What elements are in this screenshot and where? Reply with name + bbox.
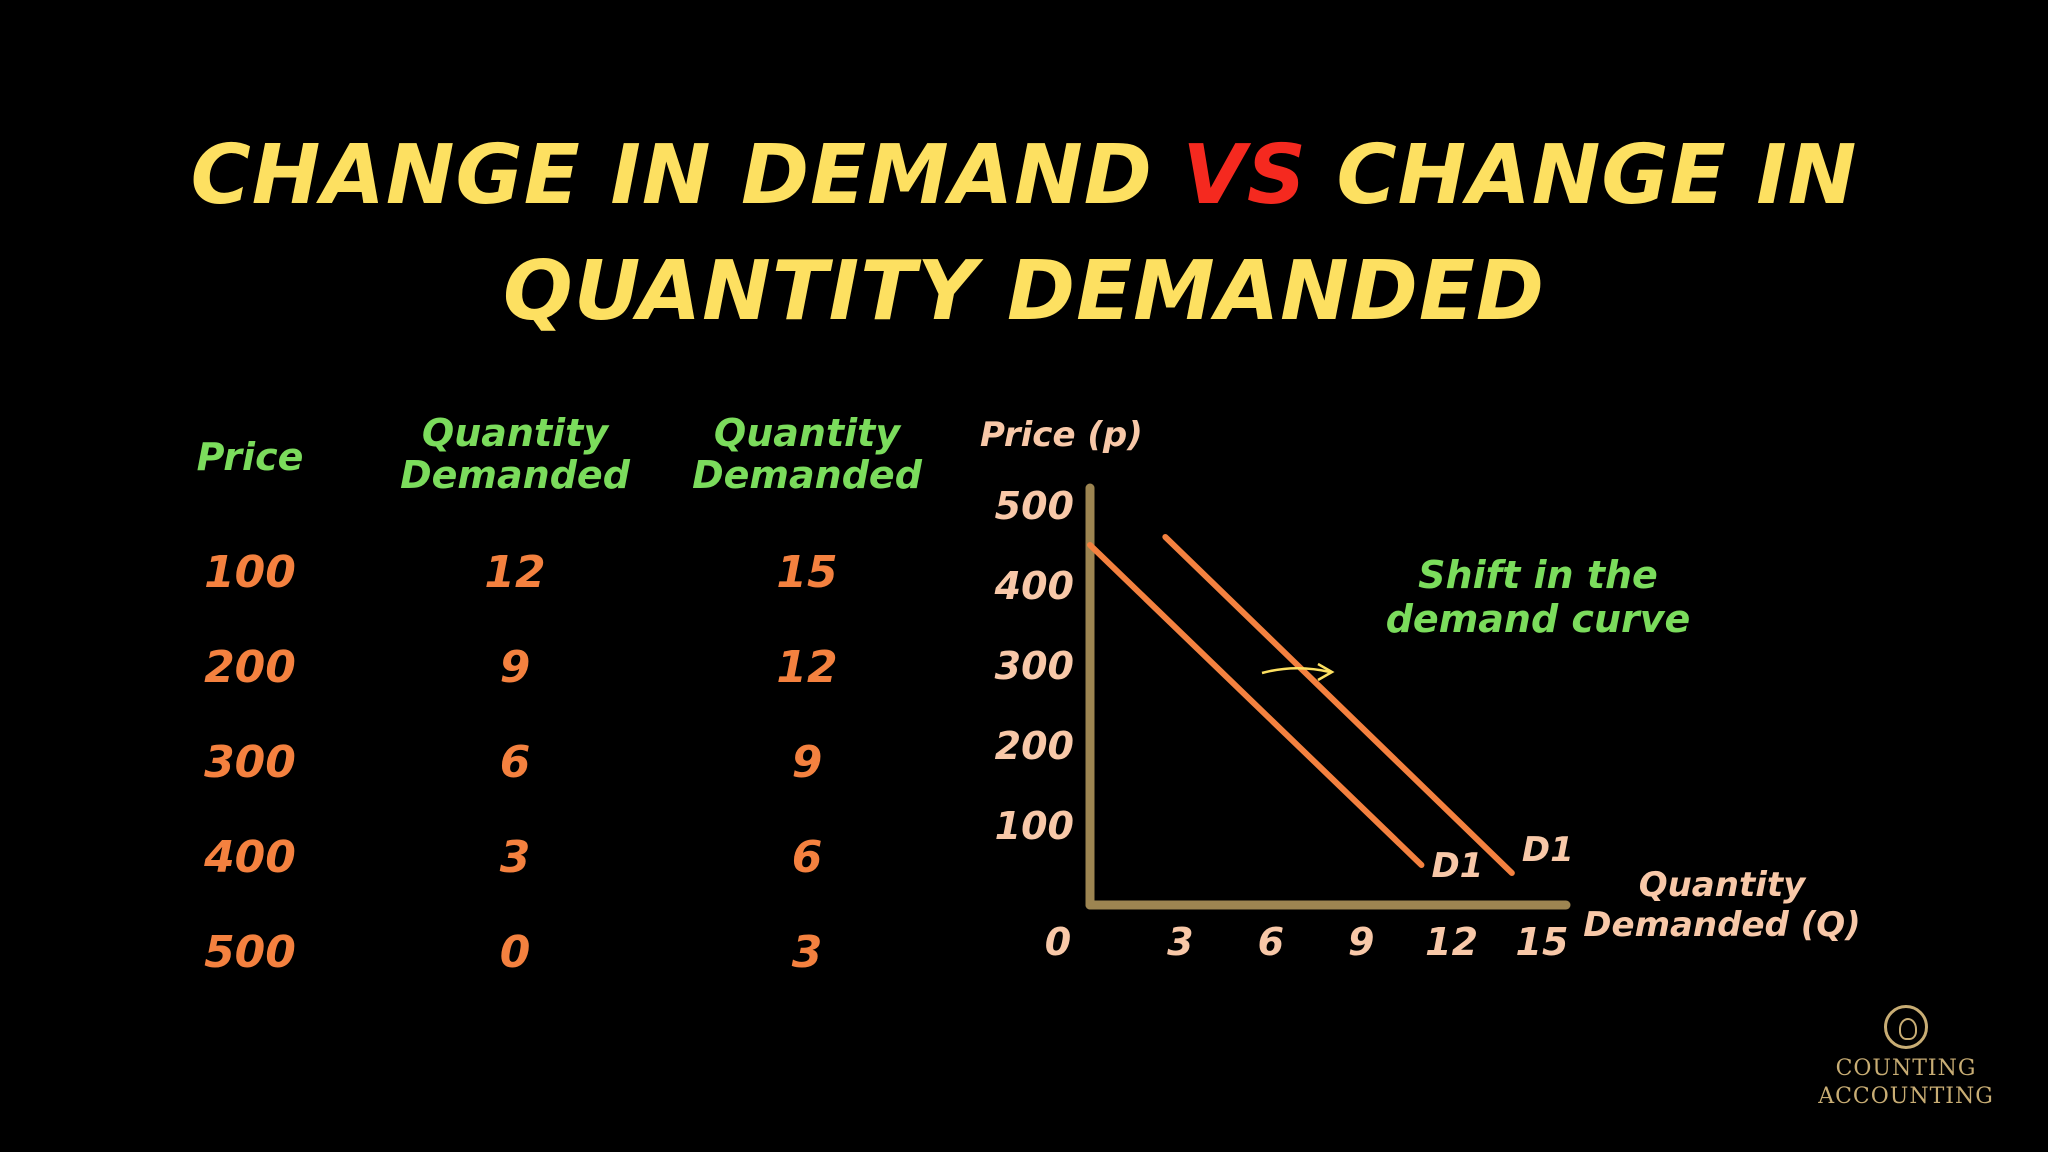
title-text-1: CHANGE IN DEMAND xyxy=(190,128,1183,223)
table-cell-price: 500 xyxy=(204,927,296,978)
title-line-2: QUANTITY DEMANDED xyxy=(503,244,1545,339)
x-tick-label: 12 xyxy=(1425,920,1478,964)
table-cell-qd2: 6 xyxy=(791,832,823,883)
shift-arrowhead xyxy=(1317,662,1335,682)
y-axis-label: Price (p) xyxy=(980,415,1143,455)
shift-arrow xyxy=(1261,666,1331,675)
logo-line-2: ACCOUNTING xyxy=(1818,1084,1994,1109)
x-axis-label-line-1: Quantity xyxy=(1639,865,1807,905)
x-tick-label: 0 xyxy=(1045,920,1071,964)
y-tick-label: 200 xyxy=(995,724,1074,768)
table-header-qd1-line1: Quantity xyxy=(421,411,609,455)
x-tick-label: 9 xyxy=(1348,920,1374,964)
brand-logo: COUNTING ACCOUNTING xyxy=(1800,1005,2012,1111)
table-cell-qd1: 0 xyxy=(499,927,531,978)
table-header-qd2: Quantity Demanded xyxy=(682,412,932,496)
annotation-line-1: Shift in the xyxy=(1418,553,1658,597)
y-tick-label: 500 xyxy=(995,484,1074,528)
x-ticks: 0 3 6 9 12 15 xyxy=(1045,920,1569,964)
page-title: CHANGE IN DEMAND VS CHANGE IN QUANTITY D… xyxy=(0,118,2048,350)
y-tick-label: 100 xyxy=(995,804,1074,848)
series-lines: D1 D1 xyxy=(1087,534,1574,886)
annotation-line-2: demand curve xyxy=(1386,597,1691,641)
table-cell-qd1: 12 xyxy=(484,547,546,598)
table-cell-qd2: 9 xyxy=(791,737,823,788)
table-cell-qd2: 12 xyxy=(776,642,838,693)
y-ticks: 100 200 300 400 500 xyxy=(994,484,1074,848)
x-tick-label: 3 xyxy=(1167,920,1193,964)
table-cell-price: 100 xyxy=(204,547,296,598)
x-tick-label: 6 xyxy=(1258,920,1284,964)
demand-curve-line xyxy=(1087,542,1425,868)
series-label: D1 xyxy=(1522,830,1574,870)
demand-curve-line xyxy=(1162,534,1515,876)
table-header-qd2-line2: Demanded xyxy=(692,453,922,497)
table-cell-price: 300 xyxy=(204,737,296,788)
table-header-qd1: Quantity Demanded xyxy=(390,412,640,496)
table-cell-price: 200 xyxy=(204,642,296,693)
title-line-1: CHANGE IN DEMAND VS CHANGE IN xyxy=(0,118,2048,234)
logo-line-1: COUNTING xyxy=(1835,1056,1977,1081)
title-text-2: CHANGE IN xyxy=(1306,128,1858,223)
table-cell-qd1: 3 xyxy=(499,832,531,883)
table-cell-qd2: 3 xyxy=(791,927,823,978)
table-header-price: Price xyxy=(196,435,304,479)
table-cell-qd1: 6 xyxy=(499,737,531,788)
table-cell-qd2: 15 xyxy=(776,547,838,598)
series-label: D1 xyxy=(1431,846,1483,886)
x-tick-label: 15 xyxy=(1516,920,1569,964)
table-cell-price: 400 xyxy=(204,832,296,883)
table-header-qd2-line1: Quantity xyxy=(713,411,901,455)
laurel-icon xyxy=(1884,1005,1928,1049)
y-tick-label: 400 xyxy=(994,564,1074,608)
y-tick-label: 300 xyxy=(995,644,1074,688)
x-axis-label-line-2: Demanded (Q) xyxy=(1583,905,1860,945)
table-header-qd1-line2: Demanded xyxy=(400,453,630,497)
title-vs: VS xyxy=(1182,128,1307,223)
table-cell-qd1: 9 xyxy=(499,642,531,693)
